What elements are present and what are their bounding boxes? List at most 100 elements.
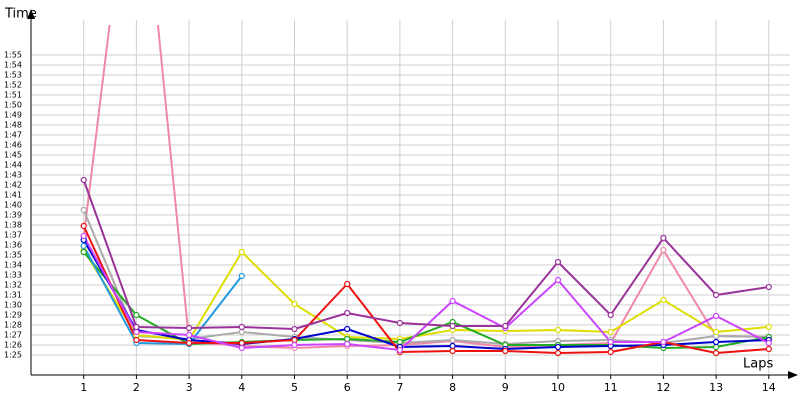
x-tick-label: 5: [291, 381, 298, 394]
data-point: [660, 338, 667, 346]
series-line: [82, 179, 769, 331]
data-point: [185, 339, 193, 347]
grid: [31, 20, 790, 379]
labels: 1:251:261:271:281:291:301:311:321:331:34…: [4, 51, 776, 395]
data-point: [344, 340, 351, 348]
x-tick-label: 9: [502, 381, 509, 394]
y-tick-label: 1:50: [4, 101, 22, 110]
data-point: [502, 322, 509, 330]
y-tick-label: 1:33: [4, 271, 22, 280]
data-point: [660, 234, 667, 242]
data-point: [449, 336, 456, 344]
data-point: [80, 232, 87, 240]
data-point: [765, 283, 772, 291]
series-line: [82, 239, 769, 351]
y-tick-label: 1:42: [4, 181, 22, 190]
y-tick-label: 1:35: [4, 251, 22, 260]
y-tick-label: 1:39: [4, 211, 22, 220]
data-point: [449, 322, 456, 330]
data-point: [344, 325, 351, 333]
data-point: [80, 206, 87, 214]
y-tick-label: 1:51: [4, 91, 22, 100]
y-tick-label: 1:47: [4, 131, 22, 140]
data-point: [554, 349, 562, 357]
data-point: [133, 311, 140, 319]
data-point: [133, 323, 140, 331]
series-line: [82, 249, 769, 342]
y-tick-label: 1:26: [4, 341, 22, 350]
y-tick-label: 1:45: [4, 151, 22, 160]
x-tick-label: 6: [344, 381, 351, 394]
data-point: [607, 328, 614, 336]
data-point: [344, 309, 351, 317]
data-point: [238, 339, 245, 347]
y-tick-label: 1:43: [4, 171, 22, 180]
data-point: [712, 343, 720, 351]
y-tick-label: 1:46: [4, 141, 22, 150]
data-point: [765, 339, 772, 347]
y-tick-label: 1:53: [4, 71, 22, 80]
x-tick-label: 7: [396, 381, 403, 394]
data-point: [554, 276, 562, 284]
data-point: [185, 331, 193, 339]
data-point: [80, 248, 87, 256]
x-axis-arrow: [788, 371, 798, 379]
data-point: [449, 342, 456, 350]
data-point: [291, 325, 298, 333]
data-point: [344, 335, 351, 343]
data-point: [502, 347, 509, 355]
y-axis-arrow: [27, 9, 35, 19]
data-point: [765, 345, 772, 353]
data-point: [291, 300, 298, 308]
data-point: [660, 296, 667, 304]
data-point: [396, 338, 403, 346]
plot-area: [80, 25, 772, 357]
y-tick-label: 1:37: [4, 231, 22, 240]
y-tick-label: 1:30: [4, 301, 22, 310]
x-tick-label: 8: [449, 381, 456, 394]
y-tick-label: 1:54: [4, 61, 22, 70]
x-tick-label: 12: [656, 381, 670, 394]
data-point: [291, 341, 298, 349]
data-point: [238, 248, 245, 256]
data-point: [712, 291, 720, 299]
data-point: [80, 176, 87, 184]
data-point: [554, 326, 562, 334]
y-tick-label: 1:40: [4, 201, 22, 210]
data-point: [712, 312, 720, 320]
y-tick-label: 1:49: [4, 111, 22, 120]
data-point: [80, 242, 87, 250]
series-line: [82, 245, 243, 346]
y-tick-label: 1:55: [4, 51, 22, 60]
x-tick-label: 10: [551, 381, 565, 394]
data-point: [712, 338, 720, 346]
y-tick-label: 1:52: [4, 81, 22, 90]
data-point: [396, 346, 403, 354]
y-tick-label: 1:34: [4, 261, 22, 270]
x-tick-label: 4: [238, 381, 245, 394]
data-point: [133, 336, 140, 344]
data-point: [344, 280, 351, 288]
y-tick-label: 1:36: [4, 241, 22, 250]
data-point: [554, 343, 562, 351]
data-point: [765, 323, 772, 331]
data-point: [185, 324, 193, 332]
x-axis-label: Laps: [743, 357, 773, 372]
data-point: [607, 348, 614, 356]
x-tick-label: 14: [762, 381, 776, 394]
data-point: [238, 272, 245, 280]
y-tick-label: 1:38: [4, 221, 22, 230]
y-tick-label: 1:48: [4, 121, 22, 130]
series-line: [82, 225, 769, 355]
data-point: [238, 328, 245, 336]
data-point: [449, 297, 456, 305]
y-tick-label: 1:44: [4, 161, 22, 170]
x-tick-label: 3: [186, 381, 193, 394]
data-point: [607, 311, 614, 319]
data-point: [712, 349, 720, 357]
y-tick-label: 1:28: [4, 321, 22, 330]
data-point: [133, 328, 140, 336]
data-point: [712, 328, 720, 336]
x-tick-label: 1: [80, 381, 87, 394]
